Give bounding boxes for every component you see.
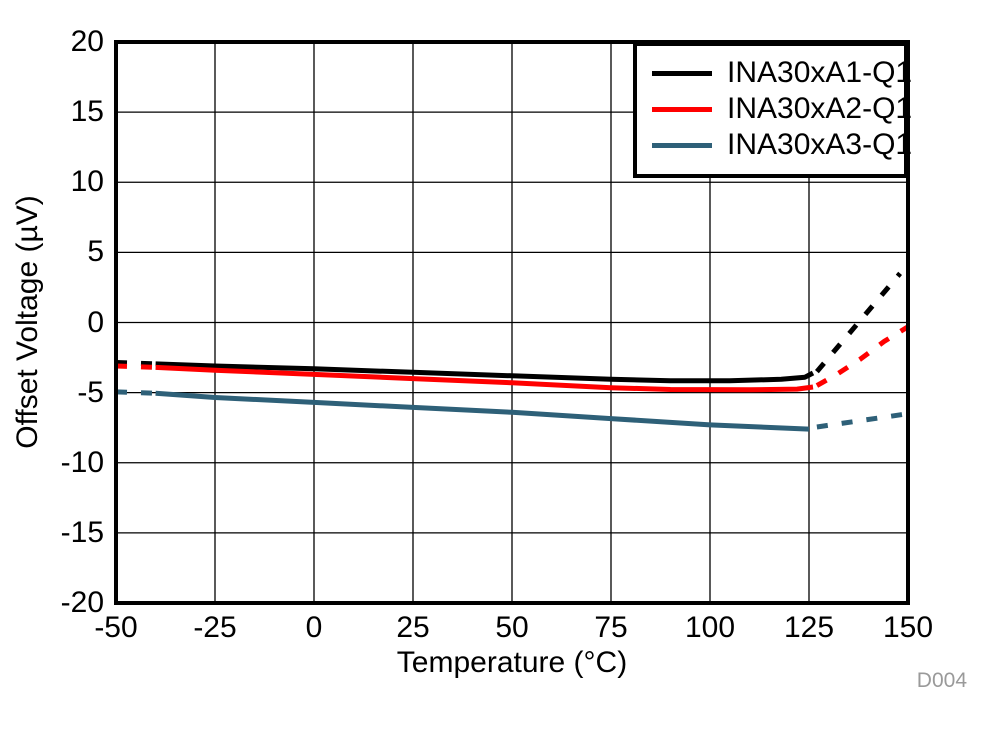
- legend-label: INA30xA2-Q1: [727, 92, 913, 125]
- x-tick-label: 100: [684, 611, 736, 644]
- series-line: [155, 361, 815, 384]
- legend-label: INA30xA1-Q1: [727, 56, 913, 89]
- y-tick-label: -5: [77, 375, 104, 409]
- x-axis-title: Temperature (°C): [396, 646, 628, 679]
- x-tick-label: 50: [495, 611, 529, 644]
- y-tick-label: -15: [60, 515, 104, 549]
- x-tick-label: -25: [193, 611, 237, 644]
- series-line: [814, 271, 903, 374]
- y-tick-label: 10: [70, 165, 104, 199]
- series-line: [155, 390, 810, 432]
- series-line: [115, 360, 156, 367]
- x-tick-label: 75: [594, 611, 628, 644]
- plot-border: [114, 40, 910, 605]
- legend: INA30xA1-Q1 INA30xA2-Q1 INA30xA3-Q1: [633, 42, 912, 178]
- legend-line-sample-icon: [652, 106, 712, 112]
- legend-item: INA30xA2-Q1: [637, 91, 912, 127]
- x-tick-label: 150: [882, 611, 934, 644]
- x-tick-label: -50: [94, 611, 138, 644]
- x-tick-label: 25: [396, 611, 430, 644]
- y-axis-title: Offset Voltage (µV): [11, 195, 44, 449]
- series-line: [155, 364, 814, 393]
- y-tick-label: 15: [70, 95, 104, 129]
- legend-line-sample-icon: [652, 142, 712, 148]
- series-line: [115, 389, 156, 396]
- watermark: D004: [916, 669, 967, 692]
- legend-item: INA30xA1-Q1: [637, 55, 912, 91]
- series-line: [815, 324, 910, 388]
- y-tick-label: -10: [60, 445, 104, 479]
- y-tick-label: 5: [87, 235, 104, 269]
- x-tick-label: 0: [305, 611, 323, 644]
- legend-label: INA30xA3-Q1: [727, 128, 913, 161]
- y-tick-label: 0: [87, 305, 104, 339]
- series-line: [115, 363, 156, 370]
- x-tick-label: 125: [783, 611, 835, 644]
- y-tick-label: 20: [70, 25, 104, 58]
- legend-line-sample-icon: [652, 70, 712, 76]
- y-tick-label: -20: [60, 586, 104, 619]
- legend-item: INA30xA3-Q1: [637, 127, 912, 163]
- series-line: [816, 411, 909, 430]
